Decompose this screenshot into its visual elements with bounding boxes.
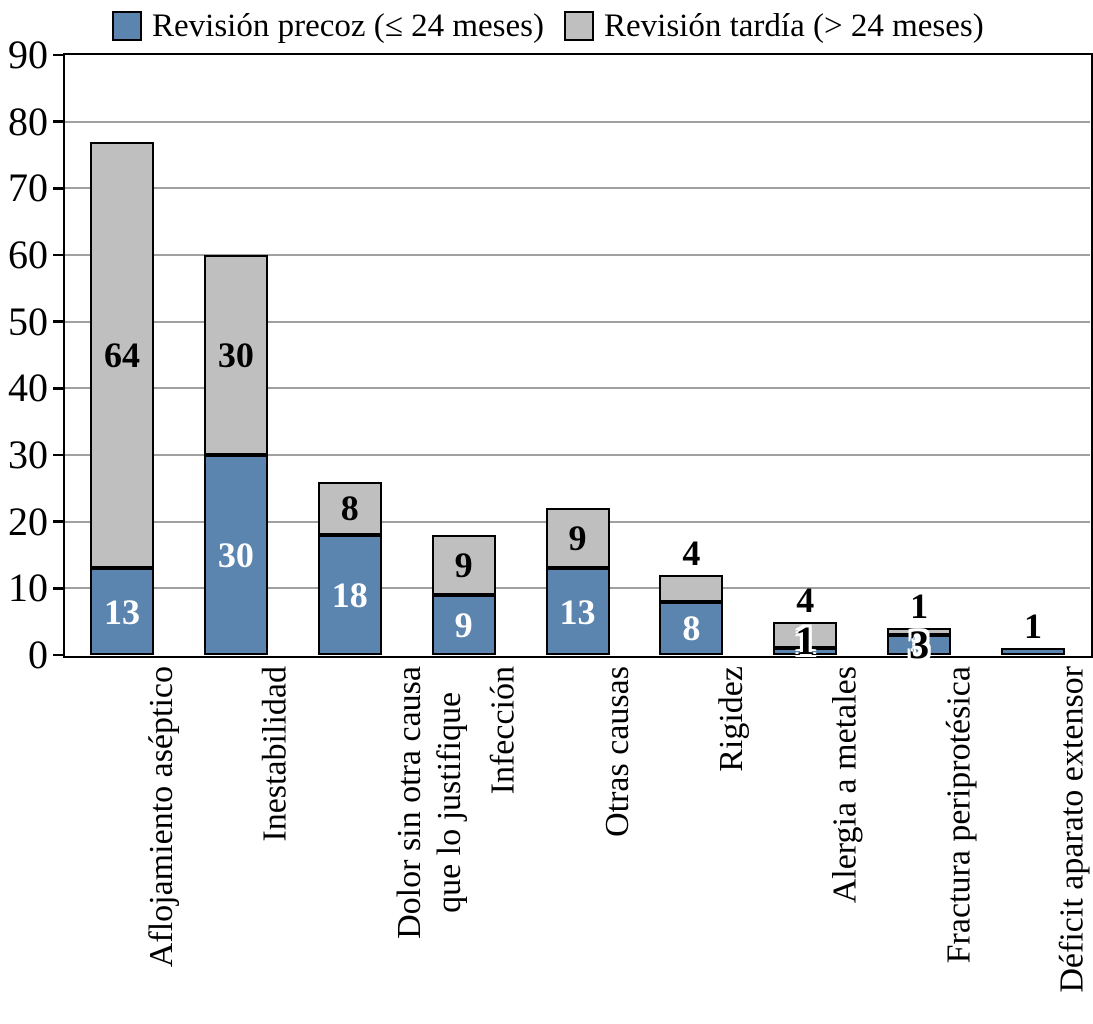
y-tick-label: 30 [8, 432, 48, 477]
y-tick [53, 253, 65, 257]
x-category-label: Rigidez [712, 666, 750, 772]
y-tick-label: 0 [28, 632, 48, 677]
legend-swatch-tardia-icon [564, 11, 595, 41]
bar-segment-tardia [887, 628, 952, 635]
gridline [65, 320, 1090, 323]
bar-value-label: 4 [682, 533, 701, 573]
plot-frame [62, 52, 1093, 658]
gridline [65, 454, 1090, 456]
y-tick [53, 187, 65, 190]
x-category-label: Aflojamiento aséptico [142, 666, 180, 968]
legend-label-precoz: Revisión precoz (≤ 24 meses) [152, 8, 545, 44]
y-tick-label: 90 [8, 32, 48, 77]
y-tick-label: 50 [8, 298, 48, 344]
bar-value-label: 9 [454, 545, 473, 585]
y-tick [53, 520, 65, 523]
bar-value-label: 18 [331, 575, 368, 615]
bar-segment-tardia [89, 141, 154, 569]
legend-swatch-precoz-icon [112, 11, 142, 41]
bar-value-label: 30 [217, 335, 254, 375]
y-tick [53, 587, 65, 590]
bar-segment-tardia [545, 508, 610, 569]
gridline [65, 254, 1090, 256]
bar-value-label: 8 [340, 488, 359, 529]
bar-segment-tardia [317, 481, 382, 535]
y-tick [53, 387, 65, 390]
x-category-label: Déficit aparato extensor [1054, 666, 1092, 993]
bar-segment-precoz [317, 535, 382, 655]
legend-label-tardia: Revisión tardía (> 24 meses) [604, 8, 984, 44]
x-category-label: Otras causas [598, 666, 636, 837]
x-category-label: Fractura periprotésica [940, 666, 978, 964]
bar-segment-tardia [431, 535, 496, 595]
x-category-label: Dolor sin otra causa que lo justifique [390, 666, 468, 939]
bar-value-label: 13 [103, 591, 140, 632]
bar-segment-tardia [203, 255, 268, 455]
bar-segment-tardia [659, 575, 724, 602]
bar-value-label: 1 [1024, 606, 1043, 647]
gridline [65, 120, 1090, 123]
y-tick-label: 10 [8, 565, 48, 611]
legend: Revisión precoz (≤ 24 meses) Revisión ta… [112, 8, 984, 44]
y-tick [53, 53, 65, 57]
x-category-label: Alergia a metales [826, 666, 864, 904]
bar-value-label: 13 [559, 591, 596, 632]
y-tick [53, 320, 65, 323]
bar-segment-precoz [545, 568, 610, 655]
y-tick-label: 40 [8, 365, 48, 411]
y-tick-label: 20 [8, 498, 48, 544]
y-tick [53, 653, 65, 657]
bar-value-label: 4 [796, 579, 815, 620]
y-tick [53, 120, 65, 123]
bar-segment-tardia [773, 621, 838, 649]
bar-value-label: 9 [454, 605, 473, 645]
y-tick-label: 70 [8, 165, 48, 211]
bar-segment-precoz [887, 635, 952, 655]
gridline [65, 387, 1090, 390]
x-category-label: Inestabilidad [256, 666, 294, 842]
legend-item-tardia: Revisión tardía (> 24 meses) [564, 8, 984, 44]
bar-value-label: 1 [795, 618, 816, 664]
gridline [65, 187, 1090, 190]
y-tick-label: 80 [8, 98, 48, 144]
bar-value-label: 3 [909, 621, 930, 667]
bar-segment-precoz [1001, 648, 1066, 655]
bar-value-label: 64 [103, 335, 140, 375]
legend-item-precoz: Revisión precoz (≤ 24 meses) [112, 8, 544, 44]
x-category-label: Infección [484, 666, 522, 795]
y-tick-label: 60 [8, 232, 48, 277]
bar-value-label: 8 [682, 608, 701, 649]
bar-segment-precoz [89, 568, 154, 655]
y-tick [53, 453, 65, 457]
bar-segment-precoz [203, 455, 268, 655]
bar-segment-precoz [431, 595, 496, 655]
bar-segment-precoz [659, 601, 724, 655]
bar-value-label: 30 [217, 535, 254, 575]
bar-value-label: 9 [568, 518, 587, 559]
bar-segment-precoz [773, 648, 838, 655]
bar-value-label: 1 [910, 586, 929, 627]
